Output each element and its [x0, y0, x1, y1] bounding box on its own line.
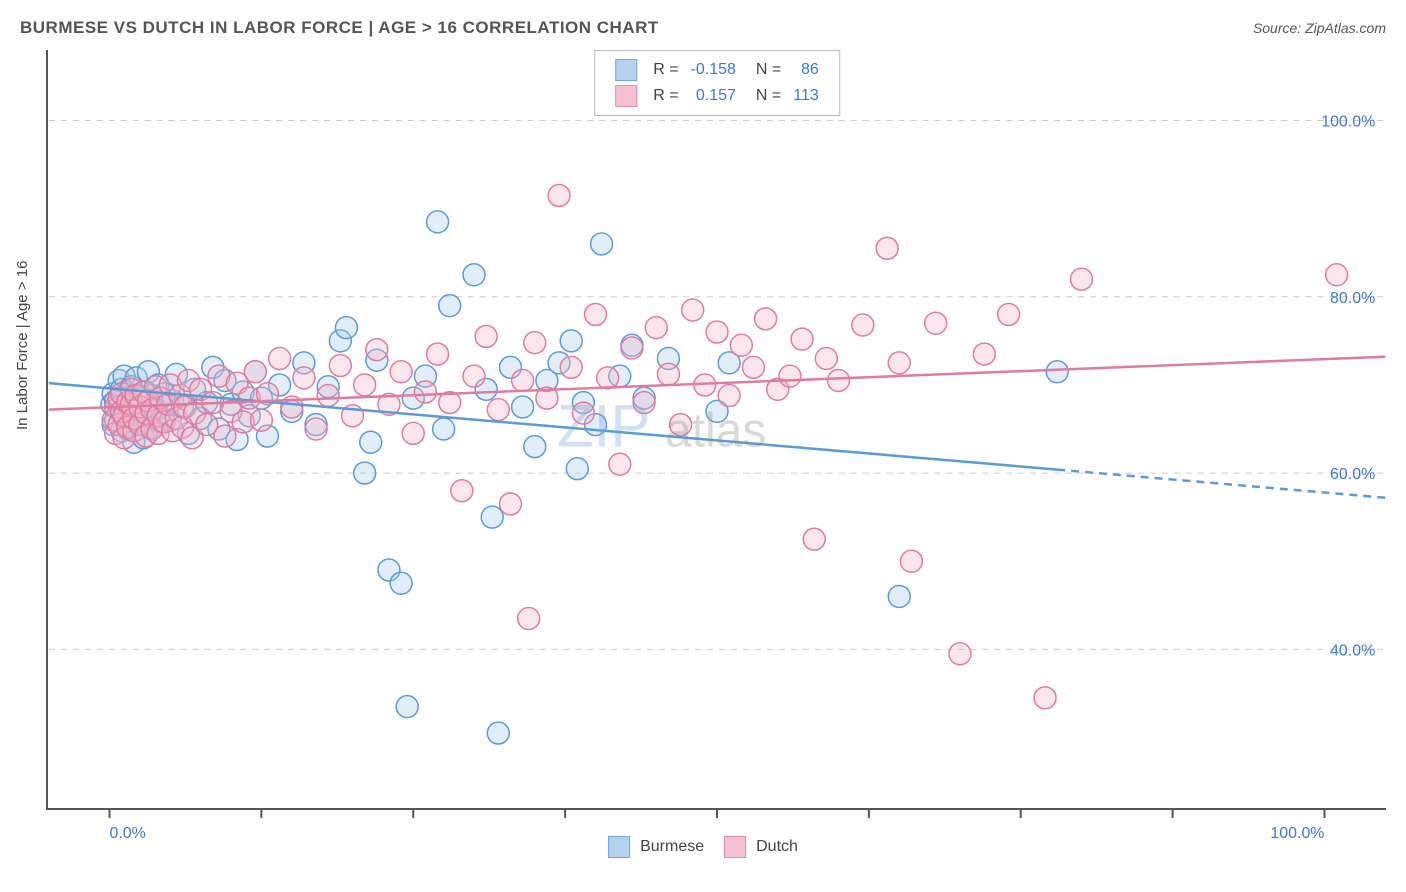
y-axis-label: In Labor Force | Age > 16 — [14, 261, 31, 430]
legend-correlation: R =-0.158N =86R =0.157N =113 — [594, 50, 840, 116]
svg-text:80.0%: 80.0% — [1330, 290, 1375, 307]
legend-item-dutch: Dutch — [724, 836, 798, 858]
svg-text:60.0%: 60.0% — [1330, 466, 1375, 483]
chart-title: BURMESE VS DUTCH IN LABOR FORCE | AGE > … — [20, 18, 659, 38]
source-label: Source: ZipAtlas.com — [1253, 20, 1386, 36]
plot-area: 40.0%60.0%80.0%100.0%0.0%100.0% ZIP atla… — [46, 50, 1386, 810]
legend-item-burmese: Burmese — [608, 836, 704, 858]
scatter-svg: 40.0%60.0%80.0%100.0%0.0%100.0% — [48, 50, 1386, 808]
svg-text:0.0%: 0.0% — [110, 825, 146, 842]
legend-series: Burmese Dutch — [608, 836, 798, 858]
svg-text:40.0%: 40.0% — [1330, 642, 1375, 659]
svg-text:100.0%: 100.0% — [1270, 825, 1324, 842]
svg-text:100.0%: 100.0% — [1321, 113, 1375, 130]
chart-container: BURMESE VS DUTCH IN LABOR FORCE | AGE > … — [0, 0, 1406, 892]
